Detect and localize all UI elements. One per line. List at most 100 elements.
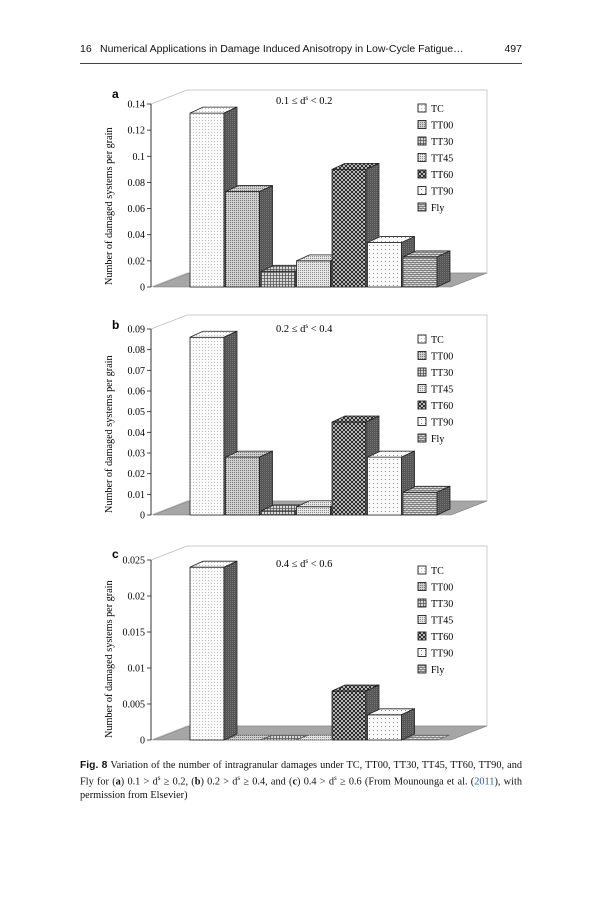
- chart-panel-b: 0 0.01 0.02 0.03 0.04 0.05 0.06 0.07 0.08 0.09 Num…: [104, 314, 488, 522]
- reference-link[interactable]: 2011: [474, 776, 495, 788]
- legend-label: Fly: [431, 665, 444, 676]
- y-tick-label: 0.03: [128, 449, 146, 460]
- y-tick-label: 0.08: [128, 178, 146, 189]
- bar-tt00: [225, 450, 273, 516]
- legend-label: TT45: [431, 385, 453, 396]
- legend-swatch: [417, 565, 427, 575]
- legend-swatch: [417, 664, 427, 674]
- y-tick-label: 0.08: [128, 345, 146, 356]
- y-tick-label: 0.1: [133, 152, 146, 163]
- legend-label: TC: [431, 335, 444, 346]
- chart-title: 0.1 ≤ ds < 0.2: [276, 94, 332, 107]
- legend-swatch: [417, 169, 427, 179]
- legend-label: Fly: [431, 203, 444, 214]
- bar-fly: [402, 250, 451, 288]
- y-tick-label: 0.04: [128, 230, 146, 241]
- legend-swatch: [417, 103, 427, 113]
- bar-tt00: [225, 734, 273, 741]
- legend-item-tt45: TT45: [417, 153, 453, 165]
- legend-swatch: [417, 153, 427, 162]
- y-tick-label: 0: [140, 511, 145, 522]
- legend-item-tt60: TT60: [417, 631, 453, 643]
- y-tick-label: 0.02: [128, 256, 146, 267]
- y-tick-label: 0.01: [128, 490, 146, 501]
- legend-swatch: [417, 400, 427, 410]
- legend-item-tc: TC: [417, 334, 444, 346]
- chart-panel-c: 0 0.005 0.01 0.015 0.02 0.025 Number of damage…: [104, 545, 488, 747]
- legend-item-tt00: TT00: [417, 351, 453, 363]
- bar-tt90: [367, 708, 415, 741]
- legend-item-tt90: TT90: [417, 648, 453, 660]
- chart-title: 0.2 ≤ ds < 0.4: [276, 322, 333, 335]
- legend-swatch: [417, 120, 427, 129]
- legend-label: TT60: [431, 170, 453, 181]
- legend-item-tt00: TT00: [417, 582, 453, 594]
- legend-swatch: [417, 631, 427, 641]
- legend-swatch: [417, 186, 427, 195]
- legend-item-tt90: TT90: [417, 417, 453, 429]
- legend-label: TT45: [431, 616, 453, 627]
- legend-item-tc: TC: [417, 565, 444, 577]
- legend-swatch: [417, 384, 427, 393]
- y-axis-label: Number of damaged systems per grain: [104, 127, 115, 285]
- legend-item-tt60: TT60: [417, 400, 453, 412]
- y-axis-label: Number of damaged systems per grain: [104, 580, 115, 738]
- legend-item-tt30: TT30: [417, 136, 453, 148]
- legend-item-fly: Fly: [417, 664, 444, 676]
- legend-item-tt45: TT45: [417, 384, 453, 396]
- legend-label: TT30: [431, 137, 453, 148]
- legend-swatch: [417, 334, 427, 344]
- y-tick-label: 0: [140, 736, 145, 747]
- legend-label: TC: [431, 566, 444, 577]
- legend-swatch: [417, 648, 427, 657]
- panel-label: b: [112, 318, 119, 332]
- legend-item-tt60: TT60: [417, 169, 453, 181]
- y-tick-label: 0.025: [123, 556, 146, 567]
- y-tick-label: 0.06: [128, 387, 146, 398]
- y-tick-label: 0.05: [128, 407, 146, 418]
- running-title: Numerical Applications in Damage Induced…: [100, 43, 464, 55]
- bar-fly: [402, 485, 451, 516]
- chart-title: 0.4 ≤ ds < 0.6: [276, 557, 332, 570]
- legend-item-fly: Fly: [417, 202, 444, 214]
- legend-swatch: [417, 351, 427, 360]
- legend-label: TT60: [431, 632, 453, 643]
- y-tick-label: 0.005: [123, 700, 146, 711]
- header-rule: [80, 63, 522, 64]
- legend-item-tt30: TT30: [417, 598, 453, 610]
- legend-swatch: [417, 582, 427, 591]
- legend-swatch: [417, 136, 427, 146]
- y-axis-label: Number of damaged systems per grain: [104, 355, 115, 513]
- legend-label: TT90: [431, 418, 453, 429]
- legend-item-tt00: TT00: [417, 120, 453, 132]
- legend-label: TT90: [431, 187, 453, 198]
- legend-label: TT90: [431, 649, 453, 660]
- legend-label: TT60: [431, 401, 453, 412]
- legend-label: TT00: [431, 583, 453, 594]
- legend-swatch: [417, 417, 427, 426]
- figure-caption: Fig. 8 Variation of the number of intrag…: [80, 760, 523, 802]
- y-tick-label: 0.14: [128, 100, 146, 111]
- bar-tt00: [225, 184, 273, 288]
- legend-item-tt45: TT45: [417, 615, 453, 627]
- legend-label: TT45: [431, 154, 453, 165]
- legend-item-tt30: TT30: [417, 367, 453, 379]
- y-tick-label: 0.09: [128, 325, 146, 336]
- y-tick-label: 0.07: [128, 366, 146, 377]
- legend-item-tc: TC: [417, 103, 444, 115]
- legend-swatch: [417, 615, 427, 624]
- bar-tc: [189, 560, 238, 741]
- legend-swatch: [417, 598, 427, 608]
- legend-label: Fly: [431, 434, 444, 445]
- legend-label: TT30: [431, 368, 453, 379]
- y-tick-label: 0.02: [128, 592, 146, 603]
- legend-swatch: [417, 367, 427, 377]
- y-tick-label: 0: [140, 283, 145, 294]
- y-tick-label: 0.12: [128, 126, 146, 137]
- panel-label: a: [112, 87, 119, 101]
- legend-label: TC: [431, 104, 444, 115]
- page-number: 497: [504, 43, 522, 55]
- legend-item-fly: Fly: [417, 433, 444, 445]
- y-tick-label: 0.01: [128, 664, 146, 675]
- bar-fly: [402, 734, 450, 741]
